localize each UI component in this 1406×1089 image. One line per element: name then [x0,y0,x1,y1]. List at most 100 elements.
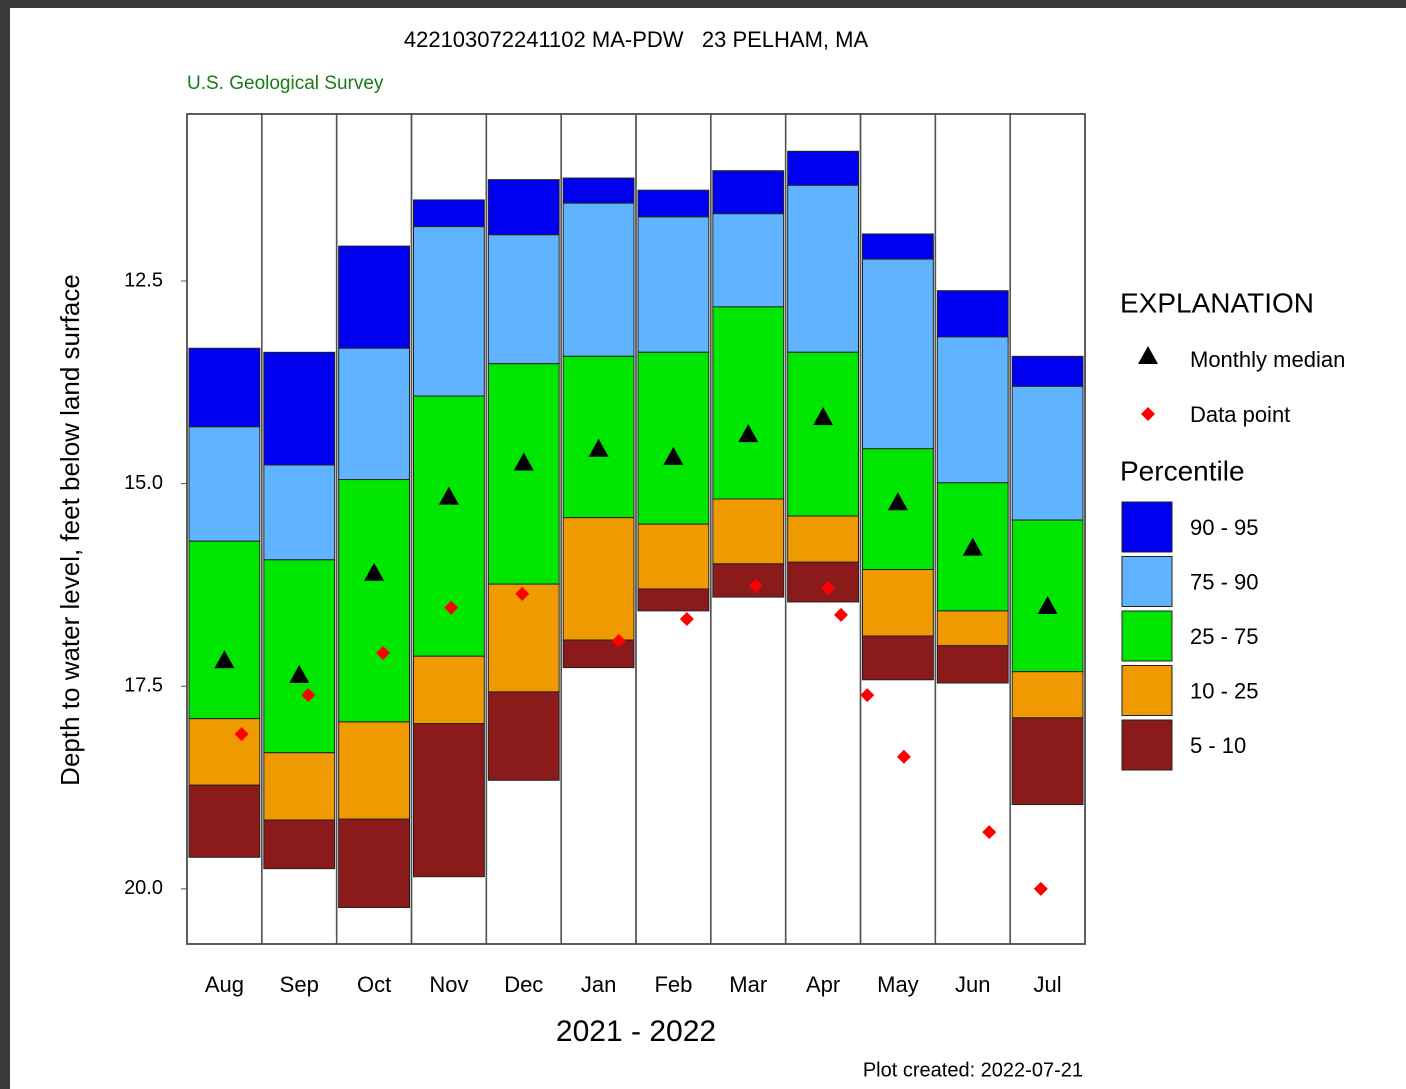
y-tick-label: 20.0 [124,877,163,899]
median-marker [289,664,310,683]
legend-label: 10 - 25 [1190,678,1259,703]
percentile-bar [487,691,560,781]
legend-subtitle: Percentile [1120,455,1245,486]
percentile-bar [637,216,710,353]
percentile-bar [487,179,560,236]
legend-swatch [1121,556,1173,607]
percentile-bar [637,588,710,612]
data-point [834,607,849,622]
legend-label: 5 - 10 [1190,733,1246,758]
median-marker [813,407,834,426]
data-point [896,749,911,764]
percentile-bar [1011,385,1084,521]
x-tick-label: Sep [280,972,319,997]
median-marker [438,486,459,505]
percentile-bar [712,213,785,308]
legend-title: EXPLANATION [1120,287,1314,318]
percentile-bar [787,561,860,603]
percentile-bar [637,351,710,525]
data-point [376,646,391,661]
percentile-bar [338,818,410,909]
legend-swatch [1121,665,1173,716]
percentile-bar [1011,671,1084,719]
x-tick-label: Oct [357,972,391,997]
x-tick-label: Jan [581,972,616,997]
percentile-bar [188,540,261,720]
percentile-bar [862,569,934,637]
median-marker [663,446,684,465]
legend-label: Data point [1190,402,1290,427]
y-tick-label: 12.5 [124,269,163,291]
x-tick-label: May [877,972,919,997]
data-point [748,578,763,593]
percentile-bar [338,721,410,820]
x-tick-label: Mar [729,972,767,997]
x-tick-label: Jul [1034,972,1062,997]
x-tick-label: Apr [806,972,840,997]
percentile-bar [637,189,710,218]
legend-label: 25 - 75 [1190,624,1259,649]
data-point [1033,881,1048,896]
data-point [821,581,836,596]
percentile-bar [338,479,410,723]
plot-note: Plot created: 2022-07-21 [863,1059,1083,1081]
data-point [982,825,997,840]
percentile-bar [562,355,635,519]
data-point [234,727,249,742]
median-marker [513,452,534,471]
percentile-bar [413,395,485,657]
percentile-bar [413,723,485,878]
legend-swatch [1121,610,1173,662]
percentile-bar [487,234,560,365]
percentile-bar [936,336,1009,484]
percentile-bar [1011,519,1084,673]
median-marker [364,562,385,581]
data-point [860,688,875,703]
percentile-bar [487,583,560,693]
percentile-bar [188,718,261,786]
percentile-bar [487,363,560,585]
median-marker [1037,596,1058,615]
percentile-bar [562,517,635,641]
y-axis-label: Depth to water level, feet below land su… [55,274,85,786]
percentile-bar [263,559,336,754]
percentile-bar [787,351,860,517]
x-tick-label: Feb [654,972,692,997]
percentile-bar [936,610,1009,647]
y-tick-label: 15.0 [124,472,163,494]
legend-swatch [1121,719,1173,771]
percentile-bar [787,150,860,186]
subtitle: U.S. Geological Survey [187,73,384,94]
data-point [444,600,459,615]
percentile-bar [562,177,635,204]
data-point [301,688,316,703]
percentile-bar [413,655,485,725]
percentile-bar [562,202,635,357]
legend-label: 75 - 90 [1190,569,1259,594]
legend-marker [1141,407,1155,421]
legend-swatch [1121,501,1173,553]
percentile-bar [787,515,860,563]
plot-frame [186,113,1086,945]
percentile-bar [712,498,785,565]
percentile-bar [1011,717,1084,806]
percentile-bar [263,752,336,821]
x-axis-label: 2021 - 2022 [556,1015,716,1048]
percentile-bar [338,245,410,349]
percentile-bar [413,199,485,228]
chart-title: 422103072241102 MA-PDW 23 PELHAM, MA [404,27,869,52]
data-point [679,611,694,626]
x-tick-label: Jun [955,972,990,997]
legend-marker [1138,346,1158,364]
data-point [515,586,530,601]
legend-label: 90 - 95 [1190,515,1259,540]
percentile-bar [936,645,1009,684]
median-marker [214,650,235,669]
median-marker [887,492,908,511]
percentile-bar [862,635,934,681]
percentile-bar [787,184,860,353]
median-marker [738,424,759,443]
x-tick-label: Aug [205,972,244,997]
percentile-bar [862,258,934,450]
